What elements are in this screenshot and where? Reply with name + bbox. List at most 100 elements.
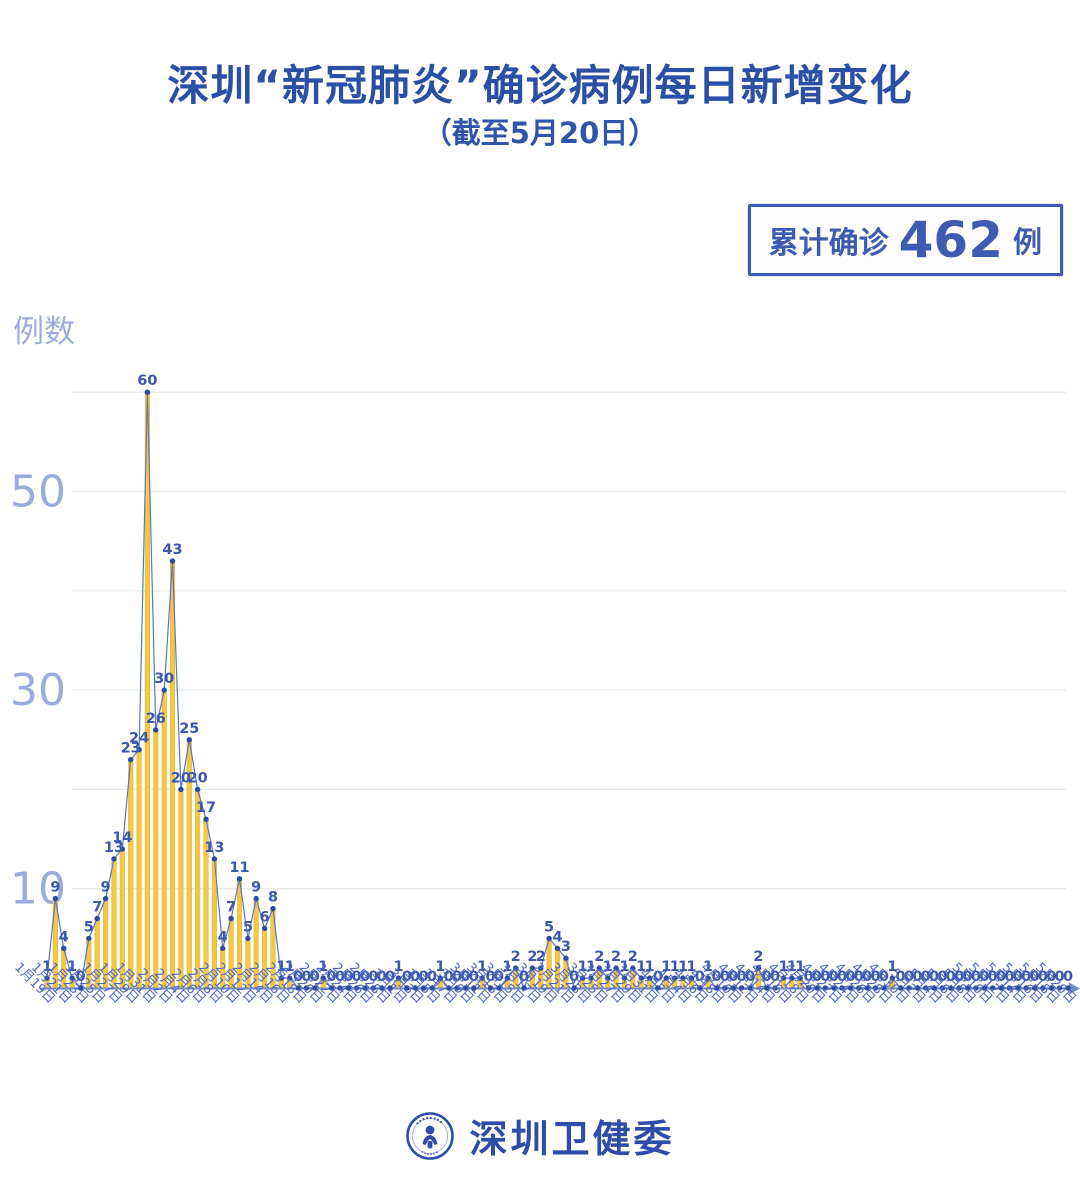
svg-text:8: 8 <box>268 890 278 906</box>
svg-text:0: 0 <box>695 969 705 985</box>
data-point <box>571 985 577 991</box>
data-point <box>805 985 812 991</box>
svg-text:0: 0 <box>963 969 973 985</box>
svg-text:0: 0 <box>653 969 663 985</box>
svg-text:20: 20 <box>171 770 191 786</box>
svg-text:0: 0 <box>452 969 462 985</box>
svg-text:1: 1 <box>603 959 613 975</box>
svg-text:1: 1 <box>502 959 512 975</box>
data-point <box>320 975 326 981</box>
svg-text:0: 0 <box>937 969 947 985</box>
svg-text:13: 13 <box>204 840 224 856</box>
data-point <box>914 985 921 991</box>
data-point <box>420 985 427 991</box>
data-point <box>579 975 586 981</box>
data-point <box>353 985 360 991</box>
svg-text:1: 1 <box>678 959 688 975</box>
svg-text:5: 5 <box>84 919 94 935</box>
data-point <box>764 985 770 991</box>
data-point <box>144 389 151 395</box>
svg-text:0: 0 <box>912 969 922 985</box>
data-point <box>479 975 485 981</box>
svg-text:0: 0 <box>971 969 981 985</box>
data-point <box>538 965 544 971</box>
svg-text:0: 0 <box>326 969 336 985</box>
data-point <box>990 985 996 991</box>
svg-text:0: 0 <box>469 969 479 985</box>
footer-org-name: 深圳卫健委 <box>469 1117 675 1161</box>
data-point <box>688 975 695 981</box>
bar <box>136 749 142 989</box>
bar <box>128 759 134 989</box>
svg-text:50: 50 <box>10 467 66 518</box>
data-point <box>303 985 310 991</box>
svg-text:0: 0 <box>870 969 880 985</box>
svg-text:0: 0 <box>711 969 721 985</box>
data-point <box>169 558 176 564</box>
data-point <box>680 975 686 981</box>
svg-text:0: 0 <box>75 969 85 985</box>
data-point <box>588 975 594 981</box>
svg-text:17: 17 <box>196 800 216 816</box>
shenzhen-health-commission-logo-icon <box>406 1111 455 1160</box>
data-point <box>973 985 979 991</box>
svg-text:0: 0 <box>485 969 495 985</box>
data-point <box>755 965 762 971</box>
svg-text:0: 0 <box>954 969 964 985</box>
svg-text:0: 0 <box>377 969 387 985</box>
svg-text:0: 0 <box>460 969 470 985</box>
svg-text:1: 1 <box>578 959 588 975</box>
data-point <box>1048 985 1055 991</box>
svg-text:20: 20 <box>188 770 208 786</box>
svg-text:0: 0 <box>1055 969 1065 985</box>
svg-text:1: 1 <box>42 959 52 975</box>
data-point <box>454 985 460 991</box>
data-point <box>362 985 368 991</box>
svg-text:0: 0 <box>804 969 814 985</box>
svg-text:30: 30 <box>10 665 66 716</box>
data-point <box>780 975 787 981</box>
svg-text:9: 9 <box>251 880 261 896</box>
svg-text:1: 1 <box>67 959 77 975</box>
data-point <box>178 786 184 793</box>
daily-cases-chart: 10 30 50 例数 1 9 4 1 0 5 7 9 13 14 23 24 60 26 30 43 20 25 20 17… <box>10 314 1080 1007</box>
data-point <box>119 846 126 852</box>
svg-text:0: 0 <box>402 969 412 985</box>
data-point <box>496 985 502 991</box>
svg-text:0: 0 <box>720 969 730 985</box>
svg-text:0: 0 <box>1029 969 1039 985</box>
svg-text:0: 0 <box>979 969 989 985</box>
svg-text:60: 60 <box>137 373 157 389</box>
data-point <box>203 816 209 822</box>
svg-text:0: 0 <box>829 969 839 985</box>
svg-text:1: 1 <box>586 959 596 975</box>
data-point <box>563 955 569 961</box>
data-point <box>429 985 435 991</box>
data-point <box>136 747 142 753</box>
data-point <box>220 945 226 951</box>
svg-text:1: 1 <box>670 959 680 975</box>
data-point <box>61 945 67 951</box>
data-point <box>1040 985 1046 991</box>
badge-unit: 例 <box>1012 225 1042 259</box>
data-point <box>295 985 301 991</box>
data-point <box>437 975 443 981</box>
svg-text:2: 2 <box>753 949 763 965</box>
data-point <box>923 985 929 991</box>
svg-text:0: 0 <box>419 969 429 985</box>
data-point <box>939 985 946 991</box>
data-point <box>94 915 100 922</box>
data-point <box>554 945 561 951</box>
data-point <box>872 985 879 991</box>
data-point <box>111 856 117 862</box>
svg-text:0: 0 <box>310 969 320 985</box>
data-point <box>128 756 134 763</box>
bar <box>195 789 201 989</box>
data-point <box>897 985 904 991</box>
svg-text:1: 1 <box>795 959 805 975</box>
svg-text:1: 1 <box>645 959 655 975</box>
data-point <box>630 965 636 971</box>
data-point <box>697 985 703 991</box>
data-point <box>605 975 611 981</box>
data-point <box>278 975 284 981</box>
